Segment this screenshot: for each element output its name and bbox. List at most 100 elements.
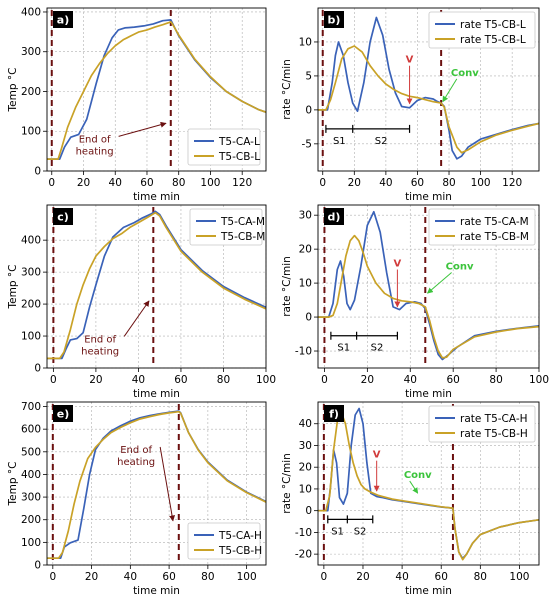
y-tick-label: 10 [299,483,312,495]
x-tick-label: 0 [48,177,55,189]
x-tick-label: 60 [411,177,424,189]
v-marker-label: V [406,55,414,66]
y-tick-label: 400 [21,6,41,18]
y-axis-label: rate °C/min [281,59,293,120]
legend-entry: rate T5-CA-M [460,216,529,228]
x-tick-label: 100 [509,571,529,583]
plot-frame [317,401,540,566]
x-axis-label: time min [133,585,180,597]
y-tick-label: -10 [295,527,312,539]
y-tick-label: 0 [305,312,312,324]
conv-marker-arrow [409,480,419,494]
legend-entry: rate T5-CB-L [460,34,526,46]
chart-panel-0: 0 20 40 60 80 100 120 0 100 200 300 400 time min Temp… [7,6,267,203]
x-tick-label: 40 [379,177,392,189]
y-tick-label: 100 [21,126,41,138]
end-of-heating-label: heating [117,457,155,468]
phase-s1-label: S1 [337,343,350,354]
legend: rate T5-CA-H rate T5-CB-H [428,405,536,443]
x-tick-label: 0 [319,177,326,189]
y-tick-label: 0 [34,166,41,178]
x-tick-label: 40 [109,177,122,189]
x-axis-label: time min [405,191,452,203]
x-tick-label: 20 [356,571,369,583]
y-axis-label: Temp °C [7,265,19,310]
y-axis-label: rate °C/min [281,256,293,317]
x-tick-label: 20 [85,571,98,583]
x-tick-label: 100 [471,177,491,189]
x-tick-label: 60 [162,571,175,583]
legend: T5-CA-M T5-CB-M [189,208,265,246]
y-tick-label: -20 [295,549,312,561]
y-tick-label: 200 [21,86,41,98]
legend-entry: T5-CB-H [218,545,262,557]
x-axis-label: time min [405,388,452,400]
series-line-T5-CA-M [47,210,266,360]
x-tick-label: 80 [442,177,455,189]
series-line-T5-CB-L [47,21,266,160]
y-tick-label: 200 [21,299,41,311]
x-tick-label: 40 [395,571,408,583]
legend-entry: T5-CA-L [218,136,260,148]
x-tick-label: 60 [446,374,459,386]
y-tick-label: 20 [299,244,312,256]
v-marker-label: V [373,450,381,461]
y-tick-label: 30 [299,210,312,222]
y-tick-label: 0 [34,363,41,375]
x-axis-label: time min [133,388,180,400]
v-marker-label: V [394,259,402,270]
panel-label: a) [57,14,69,27]
end-of-heating-label: End of [120,445,152,456]
panel-badge [53,11,73,28]
plot-frame [317,7,540,172]
plot-frame [46,401,267,566]
x-tick-label: 40 [124,571,137,583]
end-of-heating-arrow [123,300,150,337]
y-tick-label: 600 [21,424,41,436]
y-tick-label: 0 [34,560,41,572]
y-tick-label: 0 [305,104,312,116]
legend-entry: rate T5-CB-M [460,231,529,243]
legend-entry: T5-CB-M [220,231,265,243]
chart-panel-1: 0 20 40 60 80 100 120 -5 0 5 10 time min rate °C/min… [281,7,540,203]
x-tick-label: 0 [49,571,56,583]
x-tick-label: 40 [132,374,145,386]
x-tick-label: 0 [321,374,328,386]
end-of-heating-label: End of [84,334,116,345]
x-tick-label: 20 [77,177,90,189]
y-axis-label: rate °C/min [281,453,293,514]
x-tick-label: 0 [321,571,328,583]
y-tick-label: 400 [21,235,41,247]
y-tick-label: -10 [295,346,312,358]
legend-entry: rate T5-CB-L [460,19,526,31]
y-tick-label: 5 [305,70,312,82]
chart-panel-5: 0 20 40 60 80 100 -20 -10 0 10 20 30 40 time min rate … [281,401,540,597]
y-tick-label: 700 [21,401,41,413]
x-tick-label: 60 [174,374,187,386]
x-tick-label: 60 [435,571,448,583]
x-tick-label: 80 [172,177,185,189]
y-tick-label: 100 [21,331,41,343]
y-tick-label: 40 [299,418,312,430]
legend-frame [428,405,536,443]
legend-entry: T5-CA-M [220,216,265,228]
end-of-heating-arrow [118,121,167,137]
phase-s2-label: S2 [354,526,367,537]
chart-panel-2: 0 20 40 60 80 100 0 100 200 300 400 time min Temp °C… [7,204,276,400]
x-tick-label: 0 [50,374,57,386]
legend-entry: T5-CB-L [218,151,260,163]
x-tick-label: 60 [140,177,153,189]
y-tick-label: 100 [21,537,41,549]
y-tick-label: 10 [299,36,312,48]
panel-badge [53,208,73,225]
x-axis-label: time min [405,585,452,597]
x-tick-label: 20 [361,374,374,386]
plot-area [47,19,266,160]
series-line-rate-T5-CB-M [318,234,539,359]
x-tick-label: 80 [474,571,487,583]
legend-entry: rate T5-CB-H [460,428,528,440]
y-tick-label: 20 [299,462,312,474]
panel-label: c) [57,211,69,224]
legend: rate T5-CA-M rate T5-CB-M [428,208,536,246]
